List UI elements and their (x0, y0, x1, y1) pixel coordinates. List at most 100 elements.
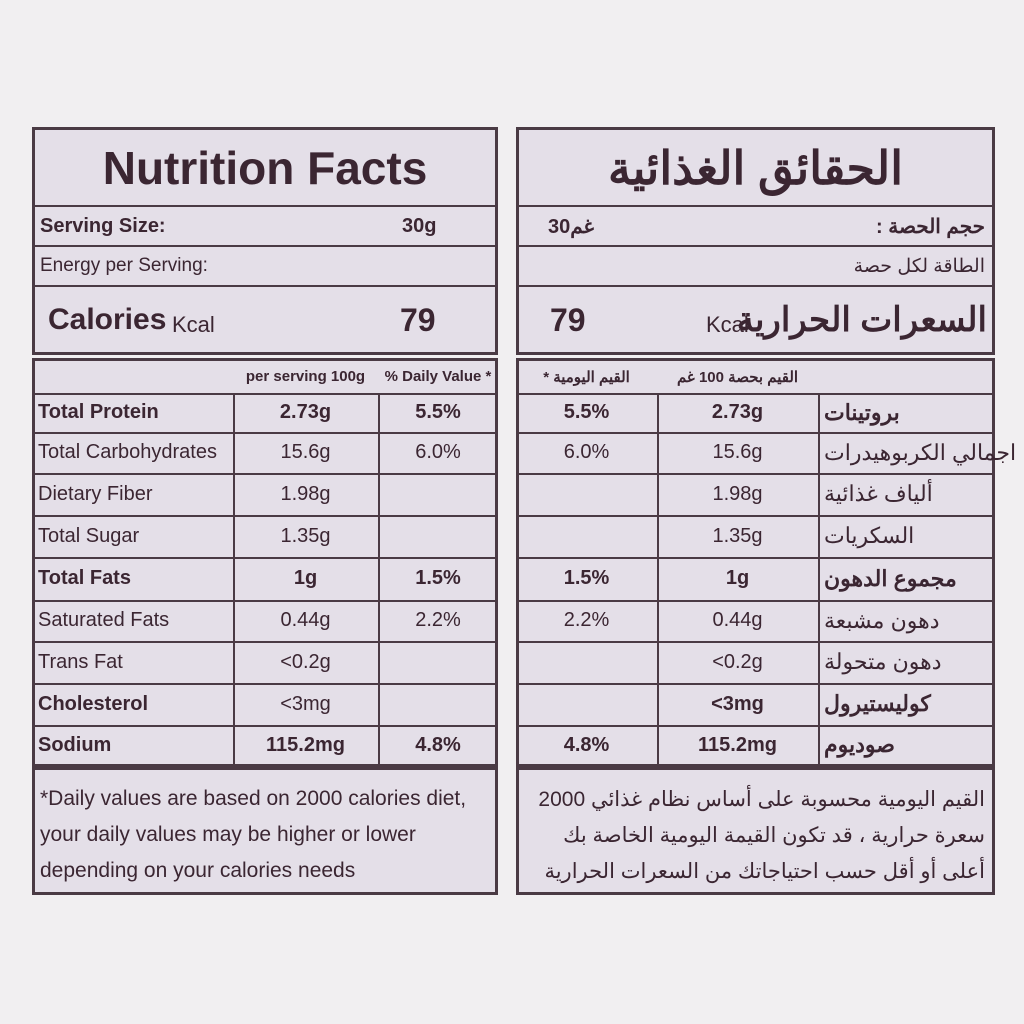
nutrient-amount: <0.2g (712, 650, 763, 673)
nutrient-amount: 115.2mg (698, 733, 777, 756)
nutrient-name: بروتينات (824, 399, 900, 425)
nutrient-amount: 1.35g (712, 524, 763, 547)
nutrient-name: صوديوم (824, 732, 895, 757)
calories: 79 (400, 301, 436, 338)
nutrient-name: Dietary Fiber (38, 482, 153, 505)
divider (516, 205, 995, 207)
nutrient-name: Total Sugar (38, 524, 140, 547)
nutrient-amount: <3mg (280, 692, 331, 715)
nutrient-amount: 2.73g (279, 401, 332, 423)
column-line (818, 393, 820, 765)
calories-label: السعرات الحرارية (736, 301, 987, 339)
footnote-line: depending on your calories needs (40, 859, 356, 882)
footnote-line: *Daily values are based on 2000 calories… (40, 787, 467, 810)
divider (516, 515, 995, 517)
column-header: القيم بحصة 100 غم (676, 368, 799, 386)
divider (516, 473, 995, 475)
panel (32, 358, 498, 767)
title: الحقائق الغذائية (608, 142, 903, 194)
nutrient-amount: 15.6g (712, 441, 763, 463)
panel (516, 358, 995, 767)
daily-value: 6.0% (563, 441, 610, 463)
divider (32, 600, 498, 602)
divider (32, 557, 498, 559)
divider (516, 432, 995, 434)
daily-value: 5.5% (563, 401, 610, 423)
divider (32, 205, 498, 207)
nutrient-name: Cholesterol (38, 692, 149, 715)
divider (32, 473, 498, 475)
calories-label: Calories (48, 303, 167, 336)
daily-value: 2.2% (563, 609, 610, 631)
nutrient-amount: 1.35g (280, 524, 331, 547)
divider (32, 245, 498, 247)
footnote-line: القيم اليومية محسوبة على أساس نظام غذائي… (538, 787, 985, 811)
nutrient-amount: <3mg (711, 692, 764, 715)
nutrient-amount: 1.98g (712, 482, 763, 505)
nutrient-amount: 1.98g (280, 482, 331, 505)
divider (516, 600, 995, 602)
divider (516, 557, 995, 559)
divider (32, 515, 498, 517)
divider (516, 285, 995, 287)
divider (516, 393, 995, 395)
divider (516, 725, 995, 727)
daily-value: 6.0% (415, 441, 461, 463)
divider (32, 683, 498, 685)
nutrient-name: Sodium (38, 733, 112, 756)
title: Nutrition Facts (102, 142, 428, 194)
nutrient-name: Total Carbohydrates (38, 441, 217, 463)
footnote-box (32, 767, 498, 895)
divider (32, 285, 498, 287)
calories-unit: Kcal (706, 312, 749, 337)
daily-value: 2.2% (415, 609, 461, 631)
daily-value: 1.5% (415, 567, 461, 589)
nutrient-amount: 15.6g (280, 441, 331, 463)
footnote-box (516, 767, 995, 895)
nutrient-amount: 0.44g (712, 609, 763, 631)
calories: 79 (550, 301, 586, 338)
nutrient-name: Total Fats (38, 567, 131, 589)
divider (32, 641, 498, 643)
nutrient-name: كوليستيرول (824, 691, 931, 716)
column-line (233, 393, 235, 765)
energy-label: Energy per Serving: (40, 255, 208, 276)
divider (516, 683, 995, 685)
column-header: القيم اليومية * (543, 368, 630, 386)
nutrient-name: مجموع الدهون (824, 565, 957, 591)
nutrient-amount: 2.73g (711, 401, 764, 423)
serving-size: 30g (402, 214, 437, 237)
divider (516, 245, 995, 247)
footnote-line: سعرة حرارية ، قد تكون القيمة اليومية الخ… (563, 823, 985, 847)
footnote-line: أعلى أو أقل حسب احتياجاتك من السعرات الح… (544, 859, 985, 883)
nutrient-name: السكريات (824, 523, 915, 548)
footnote-line: your daily values may be higher or lower (40, 823, 416, 846)
serving-size-label: حجم الحصة : (876, 215, 985, 238)
nutrient-name: دهون متحولة (824, 649, 942, 674)
column-line (378, 393, 380, 765)
nutrient-amount: 0.44g (280, 609, 331, 631)
divider (516, 641, 995, 643)
nutrient-amount: 1g (725, 567, 750, 589)
nutrient-amount: 1g (293, 567, 318, 589)
nutrient-name: دهون مشبعة (824, 607, 940, 633)
daily-value: 4.8% (415, 733, 461, 756)
column-line (657, 393, 659, 765)
serving-size: 30غم (548, 215, 595, 238)
daily-value: 4.8% (563, 733, 610, 756)
panel (32, 127, 498, 355)
divider (32, 432, 498, 434)
energy-label: الطاقة لكل حصة (853, 255, 985, 277)
nutrient-name: Total Protein (38, 401, 159, 423)
daily-value: 5.5% (415, 401, 461, 423)
nutrient-name: اجمالي الكربوهيدرات (824, 439, 1017, 465)
divider (32, 725, 498, 727)
nutrient-name: ألياف غذائية (824, 481, 933, 506)
column-header: per serving 100g (245, 368, 366, 385)
serving-size-label: Serving Size: (40, 214, 166, 237)
panel (516, 127, 995, 355)
divider (32, 393, 498, 395)
nutrient-amount: 115.2mg (266, 733, 345, 756)
nutrient-name: Trans Fat (38, 650, 123, 673)
